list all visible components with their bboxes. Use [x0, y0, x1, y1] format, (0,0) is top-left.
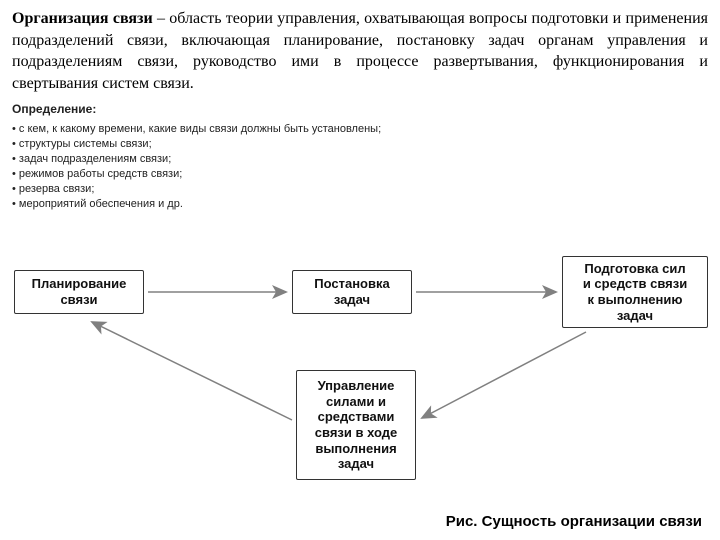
intro-paragraph: Организация связи – область теории управ… — [0, 0, 720, 98]
definition-section: Определение: с кем, к какому времени, ка… — [0, 98, 720, 211]
list-item: резерва связи; — [12, 182, 708, 197]
intro-term: Организация связи — [12, 10, 153, 27]
figure-caption: Рис. Сущность организации связи — [446, 513, 702, 530]
list-item: режимов работы средств связи; — [12, 167, 708, 182]
flowchart-diagram: Планирование связи Постановка задач Подг… — [0, 250, 720, 510]
list-item: задач подразделениям связи; — [12, 152, 708, 167]
definition-list: с кем, к какому времени, какие виды связ… — [12, 122, 708, 211]
node-prep: Подготовка сил и средств связи к выполне… — [562, 256, 708, 328]
list-item: структуры системы связи; — [12, 137, 708, 152]
list-item: с кем, к какому времени, какие виды связ… — [12, 122, 708, 137]
node-control: Управление силами и средствами связи в х… — [296, 370, 416, 480]
list-item: мероприятий обеспечения и др. — [12, 197, 708, 212]
node-plan: Планирование связи — [14, 270, 144, 314]
definition-label: Определение: — [12, 102, 708, 116]
node-task: Постановка задач — [292, 270, 412, 314]
